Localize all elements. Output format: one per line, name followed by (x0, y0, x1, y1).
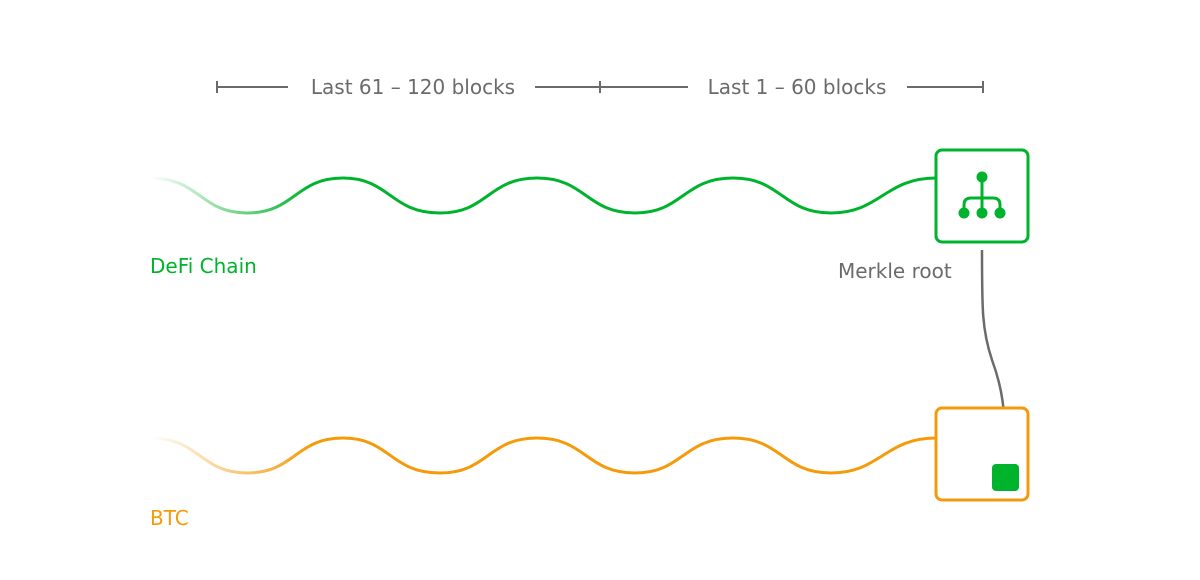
btc-chain-wave (342, 436, 937, 475)
btc-chain-wave-fade (149, 436, 344, 475)
anchored-block-icon (992, 464, 1019, 491)
range-label-recent: Last 1 – 60 blocks (708, 75, 887, 99)
range-label-older: Last 61 – 120 blocks (311, 75, 515, 99)
merkle-root-label: Merkle root (838, 259, 952, 283)
block-range-bracket (216, 81, 984, 93)
merkle-tree-icon (958, 171, 1006, 219)
defi-chain-wave-fade (149, 176, 344, 215)
btc-chain-label: BTC (150, 506, 189, 530)
defi-chain-label: DeFi Chain (150, 254, 257, 278)
defi-chain-wave (342, 176, 937, 215)
